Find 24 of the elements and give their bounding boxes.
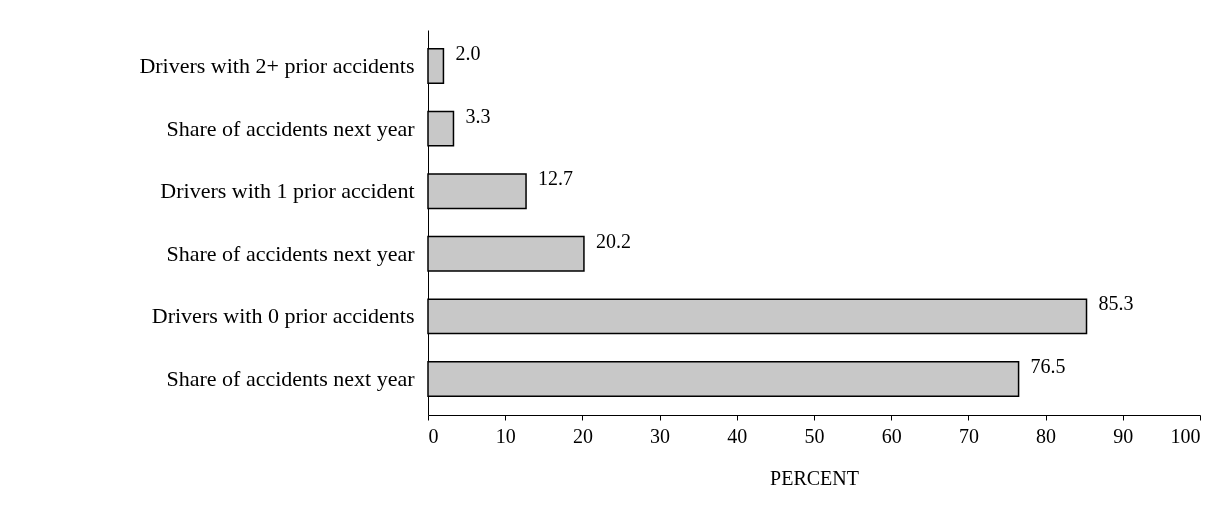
- x-tick-label: 50: [804, 424, 825, 447]
- x-tick-label: 20: [572, 424, 593, 447]
- y-tick-label: Share of accidents next year: [166, 240, 416, 266]
- data-label: 12.7: [538, 167, 574, 190]
- y-tick-label: Drivers with 2+ prior accidents: [139, 53, 415, 78]
- x-tick-label: 40: [727, 424, 748, 447]
- x-tick-label: 100: [1170, 424, 1201, 447]
- data-label: 85.3: [1098, 292, 1134, 315]
- x-tick-label: 10: [495, 424, 516, 447]
- data-label: 3.3: [465, 104, 491, 127]
- x-axis-title: PERCENT: [770, 466, 859, 489]
- x-tick-label: 90: [1113, 424, 1134, 447]
- x-tick-label: 0: [428, 424, 439, 447]
- y-tick-label: Share of accidents next year: [166, 115, 416, 141]
- y-tick-label: Drivers with 1 prior accident: [160, 178, 415, 204]
- y-tick-label: Drivers with 0 prior accidents: [151, 303, 415, 329]
- data-label: 76.5: [1030, 355, 1066, 377]
- data-label: 20.2: [595, 229, 631, 252]
- x-tick-label: 70: [958, 424, 979, 447]
- x-tick-label: 80: [1036, 424, 1057, 447]
- x-tick-label: 60: [881, 424, 902, 447]
- data-label: 2.0: [455, 42, 481, 64]
- y-tick-label: Share of accidents next year: [166, 366, 416, 391]
- x-tick-label: 30: [650, 424, 671, 447]
